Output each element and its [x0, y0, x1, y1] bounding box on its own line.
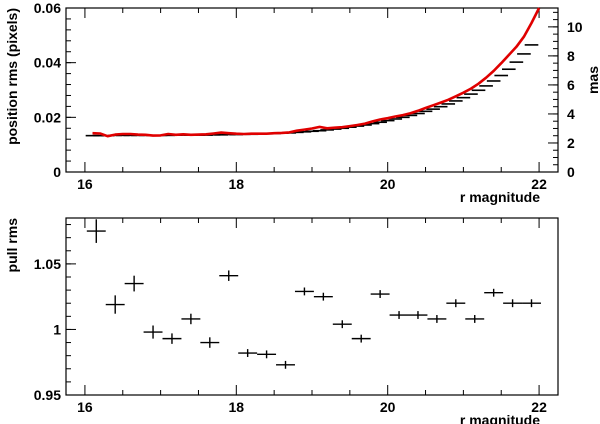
bottom-y-tick-label: 0.95 — [34, 387, 61, 403]
top-y-axis-title: position rms (pixels) — [4, 8, 20, 145]
top-y2-tick-label: 8 — [567, 48, 575, 64]
top-y2-axis-title: mas — [585, 66, 600, 94]
top-y2-tick-label: 2 — [567, 135, 575, 151]
top-rms-curve-line — [92, 7, 541, 138]
bottom-x-tick-label: 22 — [531, 399, 547, 415]
bottom-x-tick-label: 20 — [380, 399, 396, 415]
top-x-tick-label: 16 — [77, 176, 93, 192]
top-x-axis-title: r magnitude — [460, 189, 540, 205]
top-y-tick-label: 0.06 — [34, 0, 61, 16]
top-y2-tick-label: 10 — [567, 19, 583, 35]
top-y-tick-label: 0.02 — [34, 109, 61, 125]
top-x-tick-label: 18 — [229, 176, 245, 192]
bottom-x-tick-label: 16 — [77, 399, 93, 415]
bottom-y-axis-title: pull rms — [4, 218, 20, 273]
bottom-y-tick-label: 1 — [53, 321, 61, 337]
top-y-tick-label: 0 — [53, 164, 61, 180]
bottom-plot-frame — [65, 217, 559, 396]
top-y2-tick-label: 4 — [567, 106, 575, 122]
bottom-x-axis-title: r magnitude — [460, 412, 540, 424]
top-y2-tick-label: 0 — [567, 164, 575, 180]
bottom-x-tick-label: 18 — [229, 399, 245, 415]
top-y2-tick-label: 6 — [567, 77, 575, 93]
top-y-tick-label: 0.04 — [34, 55, 61, 71]
top-x-tick-label: 22 — [531, 176, 547, 192]
top-x-tick-label: 20 — [380, 176, 396, 192]
bottom-y-tick-label: 1.05 — [34, 256, 61, 272]
